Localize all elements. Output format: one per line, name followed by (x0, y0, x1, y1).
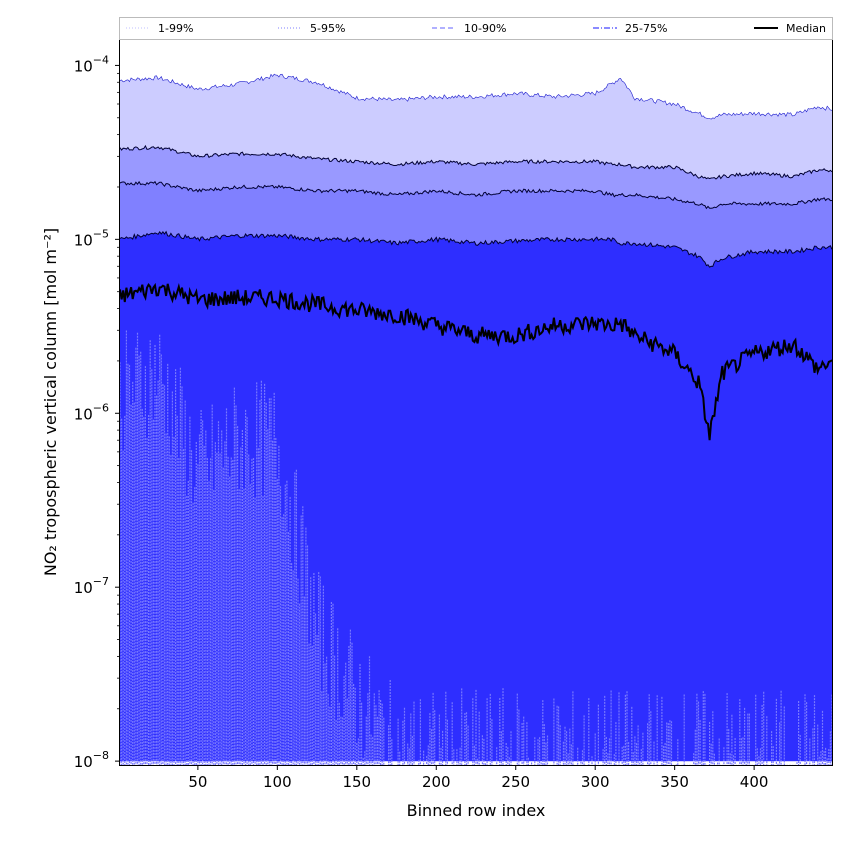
series-line-median (119, 282, 833, 441)
y-axis-label: NO₂ tropospheric vertical column [mol m⁻… (41, 228, 60, 576)
edge-10-90% (119, 180, 833, 210)
legend: 1-99% 5-95% 10-90% 25-75% Median (119, 17, 833, 40)
legend-label: 10-90% (464, 22, 506, 35)
legend-label: 5-95% (310, 22, 345, 35)
y-tick-label: 10−5 (74, 227, 109, 249)
y-tick-label: 10−6 (74, 401, 109, 423)
y-tick-label: 10−4 (74, 53, 109, 75)
edge-1-99% (119, 73, 833, 120)
y-tick-label: 10−7 (74, 575, 109, 597)
edge-5-95% (119, 144, 833, 180)
x-tick-label: 150 (342, 773, 371, 791)
y-axis: 10−8 10−7 10−6 10−5 10−4 (74, 53, 120, 771)
legend-label: Median (786, 22, 826, 35)
edge-25-75% (119, 230, 833, 268)
x-axis-label: Binned row index (407, 801, 546, 820)
series-lines (119, 73, 833, 441)
x-tick-label: 50 (188, 773, 207, 791)
legend-frame (119, 17, 833, 40)
legend-label: 25-75% (625, 22, 667, 35)
x-axis: 50 100 150 200 250 300 350 400 (188, 765, 768, 791)
x-tick-label: 250 (501, 773, 530, 791)
x-tick-label: 350 (660, 773, 689, 791)
x-tick-label: 200 (422, 773, 451, 791)
plot-area (119, 74, 833, 765)
x-tick-label: 100 (263, 773, 292, 791)
legend-label: 1-99% (158, 22, 193, 35)
x-tick-label: 300 (581, 773, 610, 791)
y-tick-label: 10−8 (74, 749, 109, 771)
x-tick-label: 400 (740, 773, 769, 791)
